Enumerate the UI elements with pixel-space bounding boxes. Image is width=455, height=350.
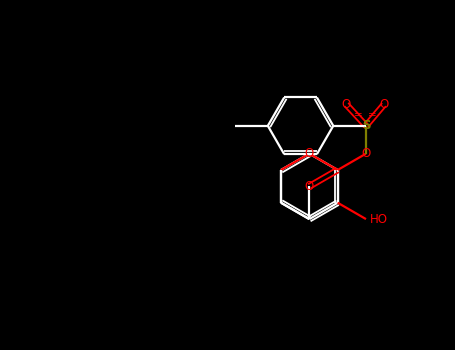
Text: O: O (305, 147, 314, 160)
Text: HO: HO (369, 212, 388, 226)
Text: O: O (379, 98, 389, 111)
Text: =: = (369, 110, 377, 120)
Text: O: O (305, 180, 314, 193)
Text: O: O (342, 98, 351, 111)
Text: S: S (362, 119, 370, 132)
Text: =: = (354, 110, 363, 120)
Text: O: O (361, 147, 371, 160)
